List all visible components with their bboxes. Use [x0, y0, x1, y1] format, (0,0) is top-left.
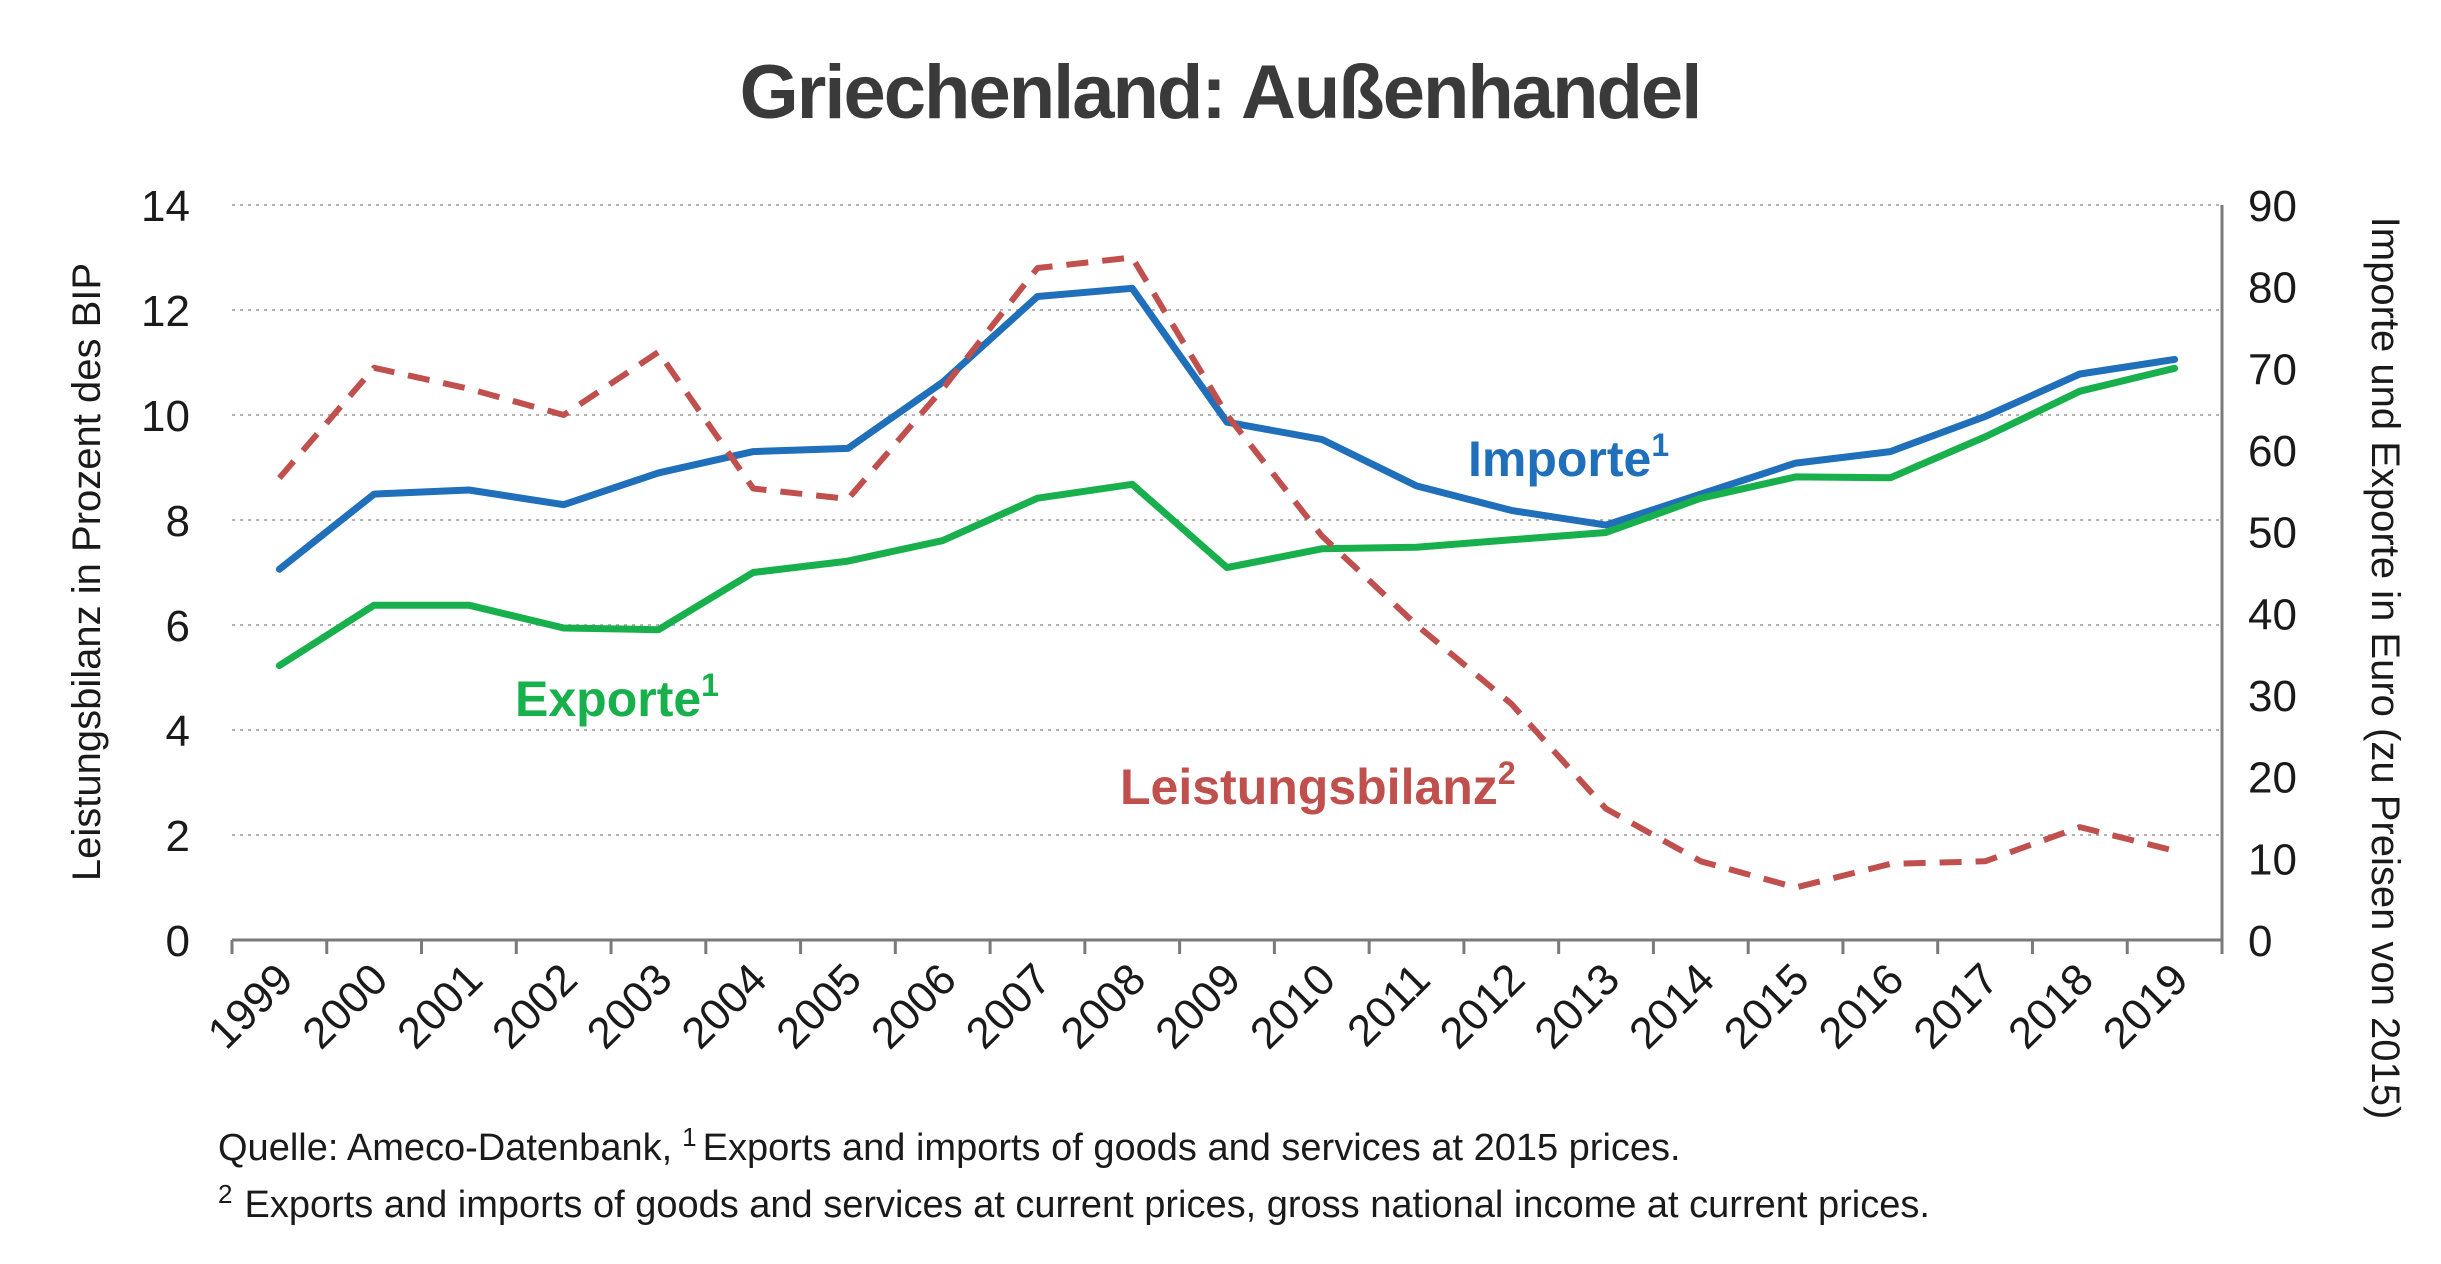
x-tick-label: 2017 [1904, 954, 2008, 1058]
x-tick-label: 2000 [293, 954, 397, 1058]
x-tick-label: 2014 [1620, 954, 1724, 1058]
right-tick-label: 50 [2248, 509, 2297, 558]
x-tick-label: 2003 [578, 954, 682, 1058]
left-tick-label: 12 [141, 287, 190, 336]
left-tick-label: 6 [166, 602, 190, 651]
footnote-line-1: Quelle: Ameco-Datenbank, 1 Exports and imp… [218, 1122, 1681, 1169]
x-axis-ticks: 1999200020012002200320042005200620072008… [199, 954, 2198, 1058]
x-tick-label: 2011 [1338, 954, 1440, 1056]
x-tick-label: 2012 [1430, 954, 1534, 1058]
x-tick-label: 2008 [1051, 954, 1155, 1058]
x-tick-label: 2005 [767, 954, 871, 1058]
right-tick-label: 30 [2248, 672, 2297, 721]
series-line-leistungsbilanz [277, 254, 2176, 891]
x-tick-label: 2004 [672, 954, 776, 1058]
x-tick-label: 2009 [1146, 954, 1250, 1058]
right-axis-label: Importe und Exporte in Euro (zu Preisen … [2363, 217, 2407, 1120]
left-axis-label: Leistungsbilanz in Prozent des BIP [65, 263, 109, 881]
series-line-importe [275, 284, 2179, 573]
left-tick-label: 8 [166, 497, 190, 546]
right-tick-label: 60 [2248, 427, 2297, 476]
label-leistungsbilanz: Leistungsbilanz2 [1120, 755, 1516, 815]
x-tick-label: 2001 [388, 954, 492, 1058]
right-tick-label: 80 [2248, 264, 2297, 313]
x-tick-label: 2010 [1241, 954, 1345, 1058]
left-tick-label: 0 [166, 917, 190, 966]
right-tick-label: 10 [2248, 835, 2297, 884]
gridlines [232, 204, 2222, 836]
x-tick-label: 2007 [957, 954, 1061, 1058]
right-tick-label: 90 [2248, 182, 2297, 231]
left-tick-label: 14 [141, 182, 190, 231]
right-tick-label: 0 [2248, 917, 2272, 966]
x-tick-label: 2002 [483, 954, 587, 1058]
left-tick-label: 2 [166, 812, 190, 861]
footnote-line-2: 2 Exports and imports of goods and servic… [218, 1179, 1930, 1226]
x-tick-label: 1999 [199, 954, 303, 1058]
right-tick-label: 70 [2248, 345, 2297, 394]
chart-title: Griechenland: Außenhandel [740, 50, 1701, 135]
x-tick-label: 2013 [1525, 954, 1629, 1058]
x-tick-label: 2019 [2094, 954, 2198, 1058]
x-tick-label: 2006 [862, 954, 966, 1058]
x-tick-label: 2016 [1810, 954, 1914, 1058]
right-tick-label: 40 [2248, 590, 2297, 639]
x-tick-label: 2018 [1999, 954, 2103, 1058]
left-tick-label: 10 [141, 392, 190, 441]
series-lines [275, 254, 2179, 891]
right-tick-label: 20 [2248, 754, 2297, 803]
x-tick-label: 2015 [1715, 954, 1819, 1058]
left-tick-label: 4 [166, 707, 190, 756]
label-exporte: Exporte1 [515, 667, 719, 727]
axes [230, 205, 2224, 954]
label-importe: Importe1 [1468, 427, 1669, 487]
left-axis-ticks: 0 2 4 6 8 10 12 14 [141, 182, 190, 966]
series-line-exporte [275, 364, 2179, 670]
right-axis-ticks: 0 10 20 30 40 50 60 70 80 90 [2248, 182, 2297, 966]
